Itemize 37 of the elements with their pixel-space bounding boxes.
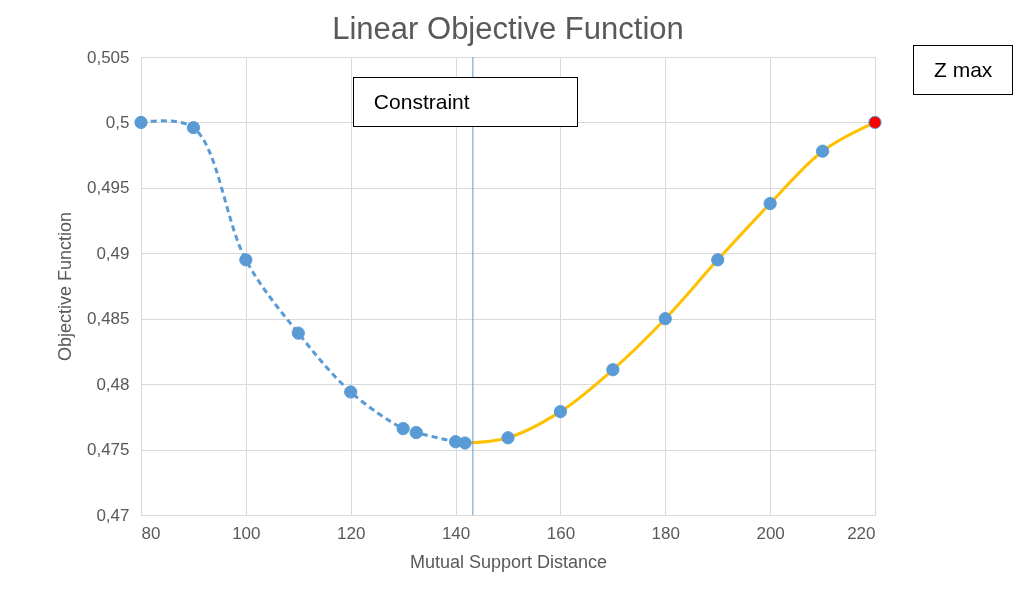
label-box: Constraint [352, 77, 578, 127]
x-tick-label: 80 [141, 523, 161, 543]
point [291, 326, 305, 340]
point [344, 385, 358, 399]
x-tick-label: 140 [441, 523, 471, 543]
y-tick-label: 0,47 [96, 505, 130, 525]
x-tick-label: 200 [756, 523, 785, 543]
label-box: Z max [913, 45, 1014, 95]
point [711, 253, 725, 267]
x-tick-label: 220 [847, 523, 876, 543]
y-tick-label: 0,495 [86, 178, 130, 198]
chart-title: Linear Objective Function [332, 11, 684, 46]
point [186, 121, 201, 135]
x-tick-label: 160 [546, 523, 576, 543]
y-tick-label: 0,485 [86, 309, 130, 329]
x-tick-label: 100 [232, 523, 261, 543]
y-tick-label: 0,505 [86, 47, 130, 67]
point [868, 115, 882, 130]
x-tick-label: 180 [651, 523, 680, 543]
point [553, 405, 568, 419]
point [134, 115, 148, 130]
y-tick-label: 0,5 [105, 112, 130, 132]
x-axis-title: Mutual Support Distance [409, 551, 608, 572]
y-tick-label: 0,48 [96, 374, 130, 394]
y-tick-label: 0,49 [96, 243, 130, 263]
y-tick-label: 0,475 [86, 440, 130, 460]
x-tick-label: 120 [337, 523, 366, 543]
point [239, 253, 253, 267]
y-axis-title: Objective Function [54, 211, 75, 362]
point [815, 144, 830, 158]
point [501, 431, 515, 445]
point [658, 312, 672, 326]
point [763, 196, 777, 211]
point [606, 363, 620, 377]
point [409, 425, 423, 440]
point [458, 436, 472, 450]
point [396, 422, 410, 436]
